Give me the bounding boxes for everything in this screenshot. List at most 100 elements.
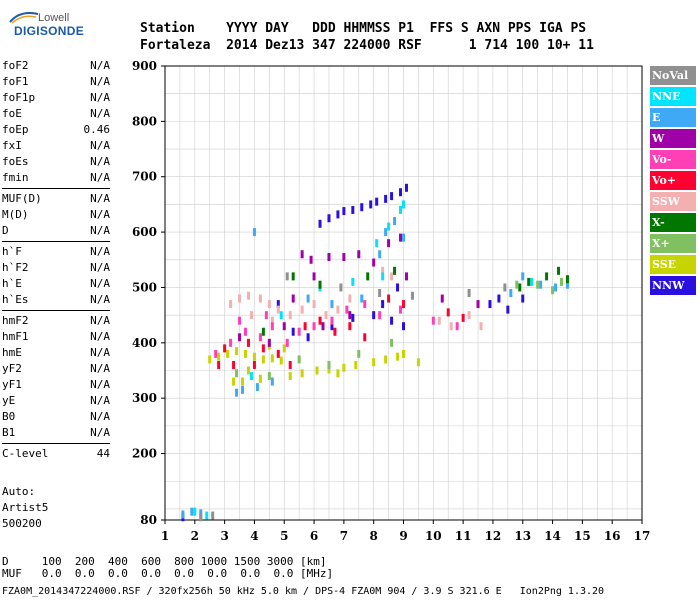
data-point-nnw — [390, 316, 394, 325]
data-point-w — [387, 239, 391, 248]
data-point-vo- — [333, 327, 337, 336]
data-point-w — [238, 333, 242, 342]
param-name: yE — [2, 394, 16, 407]
data-point-vo- — [303, 322, 307, 331]
y-tick-label: 400 — [132, 336, 157, 350]
data-point-ssw — [267, 300, 271, 309]
x-tick-label: 6 — [310, 529, 318, 543]
data-point-ssw — [270, 316, 274, 325]
data-point-nne — [351, 277, 355, 286]
data-point-vo- — [252, 360, 256, 369]
param-name: h`Es — [2, 293, 29, 306]
param-row: yF2 N/A — [2, 361, 110, 377]
data-point-vo- — [288, 360, 292, 369]
y-tick-label: 200 — [132, 447, 157, 461]
data-point-w — [321, 322, 325, 331]
data-point-x- — [515, 280, 519, 289]
data-point-nnw — [351, 313, 355, 322]
data-point-ssw — [479, 322, 483, 331]
data-point-w — [476, 300, 480, 309]
param-row: h`E N/A — [2, 276, 110, 292]
data-point-x- — [235, 369, 239, 378]
param-value: N/A — [90, 330, 110, 343]
data-point-nnw — [506, 305, 510, 314]
data-point-ssw — [336, 305, 340, 314]
data-point-x- — [560, 277, 564, 286]
data-point-noval — [503, 283, 507, 292]
logo-line1: Lowell — [38, 12, 70, 24]
param-name: foF1p — [2, 91, 36, 104]
param-row: h`Es N/A — [2, 292, 110, 308]
data-point-nnw — [372, 311, 376, 320]
data-point-sse — [396, 352, 400, 361]
data-point-e — [402, 233, 405, 242]
parameter-panel: foF2 N/A foF1 N/A foF1p N/A foE N/A foEp 0.46 fxI N… — [2, 58, 110, 462]
data-point-sse — [402, 349, 405, 358]
data-point-e — [181, 510, 185, 519]
data-point-sse — [270, 354, 274, 363]
data-point-nnw — [330, 322, 334, 331]
data-point-nne — [387, 222, 391, 231]
data-point-w — [267, 338, 271, 347]
data-point-nnw — [336, 210, 340, 219]
y-tick-label: 80 — [140, 513, 157, 527]
data-point-e — [384, 228, 388, 237]
x-tick-label: 13 — [514, 529, 531, 543]
data-point-sse — [226, 349, 230, 358]
data-point-x- — [551, 286, 555, 295]
data-point-sse — [315, 366, 319, 375]
data-point-w — [348, 311, 352, 320]
data-point-nne — [399, 205, 403, 214]
data-point-sse — [288, 372, 292, 381]
param-value: N/A — [90, 346, 110, 359]
data-point-nnw — [318, 219, 322, 228]
data-point-noval — [467, 289, 471, 297]
data-point-vo- — [312, 322, 316, 331]
data-point-sse — [246, 366, 250, 375]
data-point-e — [270, 377, 274, 386]
data-point-ssw — [246, 291, 250, 300]
data-point-noval — [285, 272, 289, 281]
data-point-e — [235, 388, 239, 397]
data-point-vo- — [378, 311, 382, 320]
data-point-nnw — [342, 207, 346, 216]
param-row: hmF2 N/A — [2, 313, 110, 329]
legend-item-sse: SSE — [650, 255, 696, 274]
param-value: N/A — [90, 59, 110, 72]
param-value: N/A — [90, 139, 110, 152]
data-point-vo- — [348, 322, 352, 331]
data-point-w — [342, 253, 346, 262]
data-point-x- — [393, 266, 397, 275]
data-point-vo- — [446, 308, 450, 317]
data-point-e — [393, 217, 397, 226]
data-point-x- — [565, 275, 569, 284]
y-tick-label: 900 — [132, 59, 157, 73]
data-point-vo- — [285, 338, 289, 347]
data-point-sse — [384, 355, 388, 364]
data-point-ssw — [449, 322, 453, 331]
data-point-ssw — [381, 266, 385, 275]
data-point-e — [306, 294, 310, 303]
data-point-e — [509, 289, 513, 297]
data-point-nne — [279, 311, 283, 320]
param-name: h`F2 — [2, 261, 29, 274]
auto-scaling-info: Auto: Artist5 500200 — [2, 484, 48, 532]
data-point-nnw — [375, 197, 379, 206]
data-point-w — [399, 233, 403, 242]
data-point-sse — [327, 365, 331, 374]
param-row: foEs N/A — [2, 154, 110, 170]
data-point-e — [565, 280, 569, 289]
data-point-nnw — [327, 214, 331, 223]
data-point-w — [357, 250, 361, 259]
lowell-digisonde-logo: Lowell DIGISONDE — [8, 6, 84, 40]
data-point-nne — [205, 511, 209, 520]
param-value: N/A — [90, 410, 110, 423]
data-point-nnw — [381, 300, 385, 309]
param-row: yE N/A — [2, 393, 110, 409]
data-point-nnw — [396, 283, 400, 292]
data-point-sse — [243, 349, 247, 358]
param-value: N/A — [90, 314, 110, 327]
auto-artist: Artist5 — [2, 501, 49, 514]
data-point-sse — [416, 358, 420, 367]
param-name: foEs — [2, 155, 29, 168]
